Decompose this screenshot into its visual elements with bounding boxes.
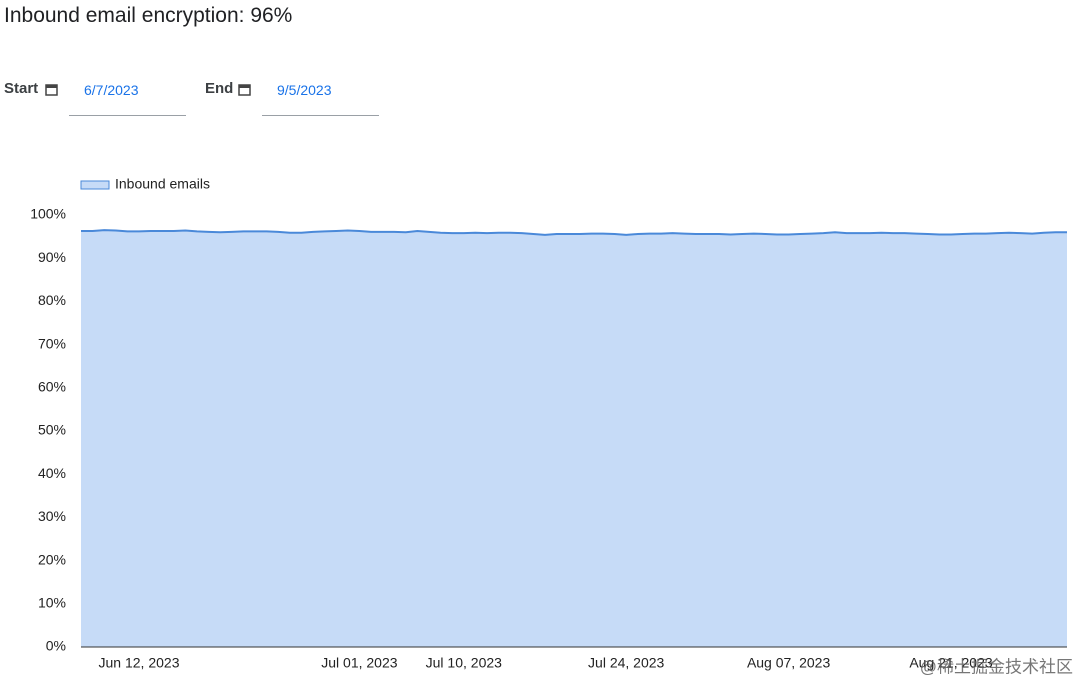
y-tick-label: 70% (38, 335, 66, 351)
end-label: End (205, 80, 234, 97)
y-tick-label: 80% (38, 292, 66, 308)
watermark: @稀土掘金技术社区 (920, 657, 1073, 676)
x-tick-label: Aug 21, 2023 (909, 655, 993, 671)
y-tick-label: 30% (38, 508, 66, 524)
x-tick-label: Aug 07, 2023 (747, 655, 831, 671)
area (81, 230, 1067, 647)
x-tick-label: Jul 01, 2023 (321, 655, 397, 671)
y-tick-label: 100% (30, 206, 66, 222)
y-tick-label: 50% (38, 422, 66, 438)
calendar-icon[interactable] (238, 83, 251, 96)
x-tick-label: Jul 24, 2023 (588, 655, 664, 671)
line (81, 229, 1067, 236)
legend-label: Inbound emails (115, 176, 210, 192)
x-tick-label: Jul 10, 2023 (426, 655, 502, 671)
y-tick-label: 90% (38, 249, 66, 265)
legend-swatch (80, 180, 110, 190)
y-tick-label: 0% (46, 638, 66, 654)
x-tick-label: Jun 12, 2023 (99, 655, 180, 671)
y-tick-label: 10% (38, 595, 66, 611)
calendar-icon[interactable] (45, 83, 58, 96)
page-title: Inbound email encryption: 96% (4, 4, 293, 27)
y-tick-label: 40% (38, 465, 66, 481)
end-date-input[interactable]: 9/5/2023 (262, 72, 379, 116)
y-tick-label: 20% (38, 551, 66, 567)
start-label: Start (4, 80, 39, 97)
y-tick-label: 60% (38, 379, 66, 395)
start-date-input[interactable]: 6/7/2023 (69, 72, 186, 116)
